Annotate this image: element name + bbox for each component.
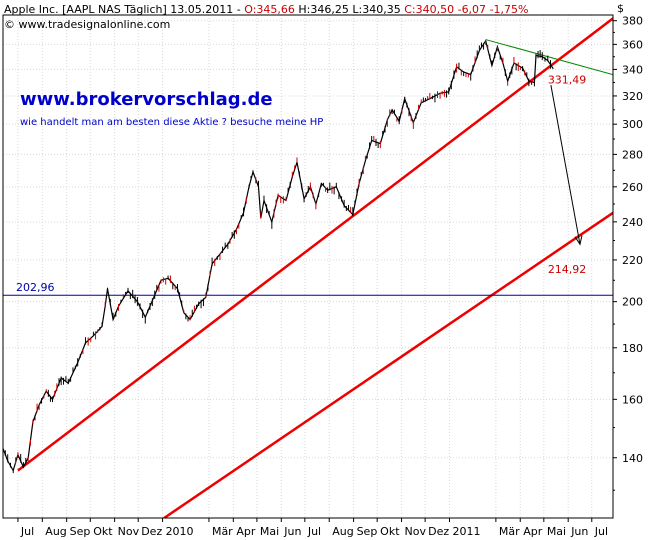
y-tick-label: 300 <box>622 118 643 131</box>
x-tick-label: Mär <box>499 525 520 538</box>
x-tick-label: Jul <box>307 525 321 538</box>
high-value: H:346,25 <box>298 3 349 16</box>
x-tick-label: Mai <box>260 525 279 538</box>
x-tick-label: 2010 <box>166 525 194 538</box>
x-tick-label: Apr <box>236 525 256 538</box>
x-tick-label: Apr <box>523 525 543 538</box>
chart-header: Apple Inc. [AAPL NAS Täglich] 13.05.2011… <box>4 3 528 16</box>
annotation-labels: 202,96 331,49 214,92 <box>16 73 586 294</box>
y-axis: 140 160 180 200 220 240 260 280 300 320 340 360 380 <box>613 15 643 491</box>
projection-arrow <box>550 85 581 245</box>
x-tick-label: Dez <box>141 525 162 538</box>
x-axis: Jul Aug Sep Okt Nov Dez 2010 Mär Apr Mai Jun Jul Aug… <box>17 518 608 538</box>
arrow-head <box>574 235 583 246</box>
x-tick-label: Jun <box>283 525 301 538</box>
price-line <box>3 39 554 473</box>
y-tick-label: 320 <box>622 90 643 103</box>
close-value: C:340,50 <box>404 3 455 16</box>
y-tick-label: 340 <box>622 63 643 76</box>
x-tick-label: Jul <box>20 525 34 538</box>
change-value: -6,07 <box>457 3 487 16</box>
y-tick-label: 240 <box>622 216 643 229</box>
x-tick-label: Mai <box>547 525 566 538</box>
copyright-text: © www.tradesignalonline.com <box>4 18 171 31</box>
x-tick-label: Aug <box>45 525 66 538</box>
promo-text: wie handelt man am besten diese Aktie ? … <box>20 117 324 128</box>
y-tick-label: 380 <box>622 15 643 28</box>
open-value: O:345,66 <box>244 3 295 16</box>
x-tick-label: Sep <box>70 525 91 538</box>
x-tick-label: Okt <box>380 525 400 538</box>
x-tick-label: Aug <box>332 525 353 538</box>
price-target-label: 331,49 <box>548 73 587 86</box>
price-target-label: 214,92 <box>548 263 587 276</box>
x-tick-label: Mär <box>212 525 233 538</box>
annotation-lines <box>3 17 613 518</box>
x-tick-label: Nov <box>405 525 427 538</box>
x-tick-label: Jul <box>594 525 608 538</box>
x-tick-label: Jun <box>570 525 588 538</box>
plot-border <box>2 14 614 519</box>
y-tick-label: 200 <box>622 296 643 309</box>
y-tick-label: 140 <box>622 452 643 465</box>
x-tick-label: Dez <box>428 525 449 538</box>
x-tick-label: Okt <box>93 525 113 538</box>
support-trendline <box>163 211 613 518</box>
x-tick-label: Nov <box>118 525 140 538</box>
x-tick-label: Sep <box>357 525 378 538</box>
y-tick-label: 360 <box>622 38 643 51</box>
currency-symbol: $ <box>617 2 624 15</box>
price-series <box>3 39 554 474</box>
x-tick-label: 2011 <box>452 525 480 538</box>
instrument-title: Apple Inc. [AAPL NAS Täglich] 13.05.2011… <box>4 3 245 16</box>
level-label: 202,96 <box>16 281 55 294</box>
change-pct-value: -1,75% <box>489 3 529 16</box>
y-tick-label: 260 <box>622 181 643 194</box>
low-value: L:340,35 <box>352 3 401 16</box>
promo-url[interactable]: www.brokervorschlag.de <box>20 89 273 110</box>
resistance-trendline <box>485 39 613 76</box>
plot-frame <box>2 14 614 519</box>
y-tick-label: 220 <box>622 254 643 267</box>
y-tick-label: 160 <box>622 393 643 406</box>
support-trendline <box>17 17 613 472</box>
y-tick-label: 280 <box>622 148 643 161</box>
y-tick-label: 180 <box>622 342 643 355</box>
